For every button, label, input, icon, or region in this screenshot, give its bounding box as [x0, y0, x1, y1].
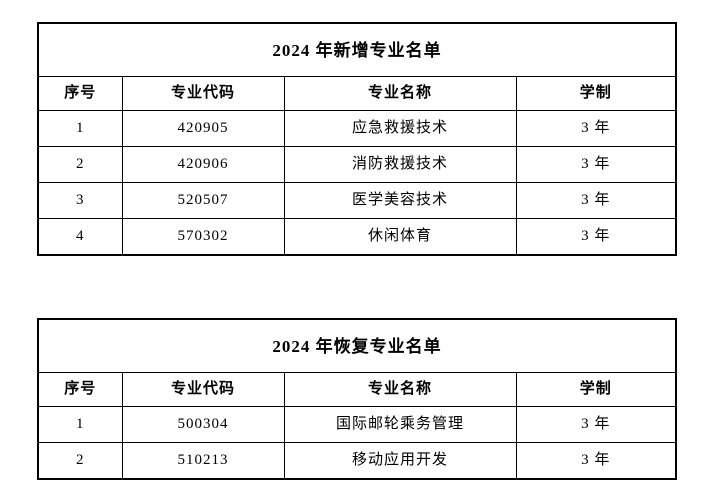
major-name-cell: 移动应用开发	[283, 442, 517, 480]
column-header-duration: 学制	[515, 76, 677, 111]
column-header-major-name: 专业名称	[283, 76, 517, 111]
major-code-cell: 420906	[121, 146, 285, 183]
table-row: 1 420905 应急救援技术 3 年	[37, 110, 677, 147]
major-name-cell: 国际邮轮乘务管理	[283, 406, 517, 443]
restored-majors-table: 2024 年恢复专业名单 序号 专业代码 专业名称 学制 1 500304 国际邮轮…	[37, 318, 677, 480]
duration-cell: 3 年	[515, 110, 677, 147]
table-row: 4 570302 休闲体育 3 年	[37, 218, 677, 256]
row-number-cell: 2	[37, 146, 123, 183]
table-title: 2024 年新增专业名单	[37, 22, 677, 77]
major-name-cell: 应急救援技术	[283, 110, 517, 147]
column-header-index: 序号	[37, 372, 123, 407]
duration-cell: 3 年	[515, 218, 677, 256]
duration-cell: 3 年	[515, 442, 677, 480]
major-code-cell: 510213	[121, 442, 285, 480]
column-header-major-code: 专业代码	[121, 372, 285, 407]
column-header-major-name: 专业名称	[283, 372, 517, 407]
major-code-cell: 500304	[121, 406, 285, 443]
table-header-row: 序号 专业代码 专业名称 学制	[37, 76, 677, 111]
duration-cell: 3 年	[515, 406, 677, 443]
new-majors-table: 2024 年新增专业名单 序号 专业代码 专业名称 学制 1 420905 应急救援…	[37, 22, 677, 256]
column-header-index: 序号	[37, 76, 123, 111]
major-code-cell: 520507	[121, 182, 285, 219]
table-row: 1 500304 国际邮轮乘务管理 3 年	[37, 406, 677, 443]
table-title-row: 2024 年恢复专业名单	[37, 318, 677, 373]
table-title: 2024 年恢复专业名单	[37, 318, 677, 373]
major-name-cell: 医学美容技术	[283, 182, 517, 219]
column-header-duration: 学制	[515, 372, 677, 407]
row-number-cell: 1	[37, 406, 123, 443]
major-code-cell: 570302	[121, 218, 285, 256]
table-title-row: 2024 年新增专业名单	[37, 22, 677, 77]
row-number-cell: 3	[37, 182, 123, 219]
table-row: 2 510213 移动应用开发 3 年	[37, 442, 677, 480]
duration-cell: 3 年	[515, 182, 677, 219]
table-header-row: 序号 专业代码 专业名称 学制	[37, 372, 677, 407]
major-name-cell: 消防救援技术	[283, 146, 517, 183]
duration-cell: 3 年	[515, 146, 677, 183]
major-name-cell: 休闲体育	[283, 218, 517, 256]
column-header-major-code: 专业代码	[121, 76, 285, 111]
row-number-cell: 2	[37, 442, 123, 480]
row-number-cell: 4	[37, 218, 123, 256]
table-row: 2 420906 消防救援技术 3 年	[37, 146, 677, 183]
row-number-cell: 1	[37, 110, 123, 147]
major-code-cell: 420905	[121, 110, 285, 147]
table-row: 3 520507 医学美容技术 3 年	[37, 182, 677, 219]
